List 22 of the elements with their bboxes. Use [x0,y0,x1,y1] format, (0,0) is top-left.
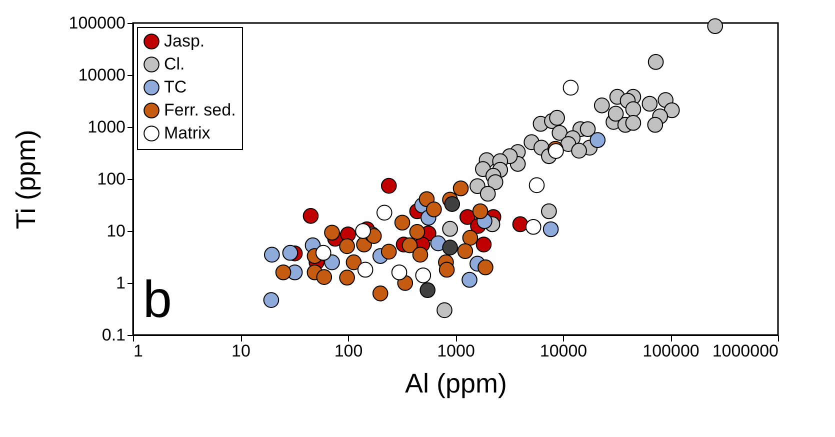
legend-label: Matrix [164,124,211,142]
x-tick-label: 10 [232,342,250,360]
x-tick-label: 1000 [437,342,475,360]
legend-label: Cl. [164,54,185,74]
x-tick-label: 10000 [540,342,588,360]
legend-label: Jasp. [164,32,205,50]
y-tick-label: 100 [97,170,126,188]
x-tick-label: 100000 [642,342,700,360]
x-axis-title: Al (ppm) [404,368,508,398]
y-axis-title: Ti (ppm) [10,130,41,230]
x-tick-label: 100 [334,342,363,360]
y-tick-label: 10000 [78,66,126,84]
y-tick-label: 1000 [88,118,126,136]
y-tick-label: 10 [106,222,126,240]
annotation: b [143,271,172,329]
legend-label: Ferr. sed. [164,100,236,120]
y-tick-label: 100000 [68,14,126,32]
x-tick-label: 1 [134,342,143,360]
x-tick-label: 1000000 [712,342,778,360]
y-tick-label: 0.1 [102,326,126,344]
legend-label: TC [164,78,187,96]
y-tick-label: 1 [116,274,126,292]
